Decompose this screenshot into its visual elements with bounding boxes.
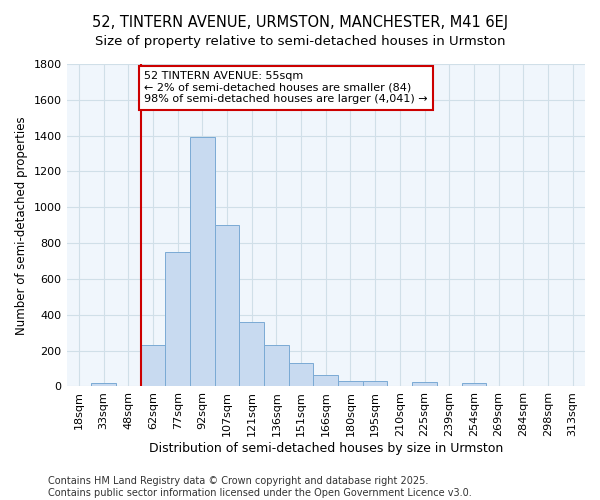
Bar	[190, 138, 215, 386]
Text: Contains HM Land Registry data © Crown copyright and database right 2025.
Contai: Contains HM Land Registry data © Crown c…	[48, 476, 472, 498]
Text: 52 TINTERN AVENUE: 55sqm
← 2% of semi-detached houses are smaller (84)
98% of se: 52 TINTERN AVENUE: 55sqm ← 2% of semi-de…	[145, 71, 428, 104]
Bar	[165, 252, 190, 386]
Bar	[264, 346, 289, 387]
Bar	[363, 381, 388, 386]
Bar	[239, 322, 264, 386]
Text: 52, TINTERN AVENUE, URMSTON, MANCHESTER, M41 6EJ: 52, TINTERN AVENUE, URMSTON, MANCHESTER,…	[92, 15, 508, 30]
Bar	[140, 346, 165, 387]
X-axis label: Distribution of semi-detached houses by size in Urmston: Distribution of semi-detached houses by …	[149, 442, 503, 455]
Bar	[313, 375, 338, 386]
Bar	[461, 383, 486, 386]
Text: Size of property relative to semi-detached houses in Urmston: Size of property relative to semi-detach…	[95, 35, 505, 48]
Bar	[91, 383, 116, 386]
Bar	[412, 382, 437, 386]
Bar	[289, 363, 313, 386]
Bar	[215, 225, 239, 386]
Bar	[338, 381, 363, 386]
Y-axis label: Number of semi-detached properties: Number of semi-detached properties	[15, 116, 28, 334]
